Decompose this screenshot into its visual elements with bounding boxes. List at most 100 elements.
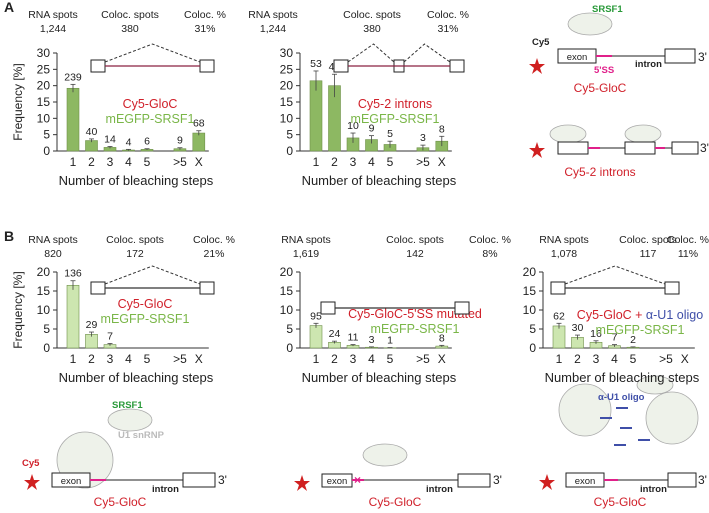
count-label: 8 [439,332,445,344]
stat-value: 1,078 [551,248,577,260]
stat-value: 31% [437,23,458,35]
bar [309,325,323,349]
stat-value: 380 [363,23,381,35]
x-tick-label: 4 [368,155,375,169]
label: intron [152,484,179,495]
x-tick-label: 3 [350,352,357,366]
y-tick-label: 15 [37,284,51,298]
annotation: mEGFP-SRSF1 [596,323,685,337]
count-label: 6 [144,136,150,148]
y-tick-label: 20 [523,265,537,279]
count-label: 9 [177,135,183,147]
stat-label: Coloc. spots [106,234,164,246]
count-label: 53 [310,58,322,70]
annotation-part: mEGFP-SRSF1 [106,112,195,126]
y-tick-label: 0 [286,144,293,158]
annotation-part: Cy5-GloC [123,97,178,111]
y-tick-label: 5 [529,322,536,336]
stat-value: 142 [406,248,424,260]
y-tick-label: 30 [37,46,51,60]
splice [104,43,201,63]
schematic: SRSF1 U1 snRNP Cy5 exon intron 3' Cy5-Gl… [22,375,707,509]
label: SRSF1 [592,4,623,15]
count-label: 95 [310,310,322,322]
count-label: 40 [86,126,98,138]
stat-label: Coloc. spots [343,9,401,21]
y-tick-label: 5 [43,128,50,142]
y-tick-label: 20 [37,79,51,93]
exon-box [454,301,470,315]
y-tick-label: 5 [43,322,50,336]
panel-label: B [4,228,14,244]
x-tick-label: 3 [107,155,114,169]
label: exon [327,476,348,487]
stat-label: Coloc. % [469,234,511,246]
annotation: Cy5-GloC + α-U1 oligo [577,308,703,322]
svg-text:×: × [354,473,361,487]
x-axis-label: Number of bleaching steps [59,370,214,385]
count-label: 136 [64,268,82,280]
stat-label: Coloc. % [193,234,235,246]
stat-label: Coloc. spots [386,234,444,246]
panel-label: A [4,0,14,15]
x-tick-label: 2 [574,352,581,366]
stat-label: Coloc. spots [619,234,677,246]
x-tick-label: 5 [630,352,637,366]
stat-value: 380 [121,23,139,35]
annotation: Cy5-2 introns [358,97,432,111]
y-axis-label: Frequency [%] [11,63,25,140]
stat-value: 172 [126,248,144,260]
count-label: 29 [86,319,98,331]
stat-value: 820 [44,248,62,260]
x-tick-label: 5 [144,352,151,366]
label: 3' [493,473,502,487]
y-tick-label: 15 [280,95,294,109]
x-tick-label: 4 [368,352,375,366]
schematic: Cy5 SRSF1 exon 5'SS intron 3' Cy5-GloC 3… [529,4,709,179]
label: Cy5 [22,458,40,469]
label: exon [61,476,82,487]
exon-box [550,281,566,295]
stat-label: RNA spots [28,9,78,21]
stat-label: RNA spots [281,234,331,246]
label: intron [640,484,667,495]
annotation: Cy5-GloC-5'SS mutated [348,307,482,321]
y-tick-label: 25 [37,62,51,76]
annotation-part: mEGFP-SRSF1 [351,112,440,126]
x-tick-label: 4 [125,155,132,169]
x-tick-label: 5 [387,155,394,169]
label: exon [567,52,588,63]
x-axis-label: Number of bleaching steps [59,173,214,188]
annotation-part: Cy5-GloC [118,297,173,311]
stat-value: 117 [640,248,657,260]
label: α-U1 oligo [598,392,645,403]
y-tick-label: 20 [280,79,294,93]
splice [347,43,451,63]
count-label: 30 [572,322,584,334]
annotation-part: mEGFP-SRSF1 [101,312,190,326]
count-label: 62 [553,310,565,322]
x-tick-label: X [195,155,203,169]
annotation-part: mEGFP-SRSF1 [371,322,460,336]
y-tick-label: 0 [43,144,50,158]
x-tick-label: 5 [387,352,394,366]
stat-label: Coloc. % [667,234,709,246]
annotation: mEGFP-SRSF1 [106,112,195,126]
x-tick-label: 1 [70,352,77,366]
stat-label: Coloc. % [184,9,226,21]
x-tick-label: >5 [173,155,187,169]
y-axis-label: Frequency [%] [11,271,25,348]
x-tick-label: 1 [313,155,320,169]
label: 3' [700,141,709,155]
count-label: 7 [612,332,618,344]
y-tick-label: 10 [523,303,537,317]
y-tick-label: 30 [280,46,294,60]
y-tick-label: 0 [529,341,536,355]
y-tick-label: 15 [523,284,537,298]
stat-value: 31% [194,23,215,35]
y-tick-label: 15 [280,284,294,298]
